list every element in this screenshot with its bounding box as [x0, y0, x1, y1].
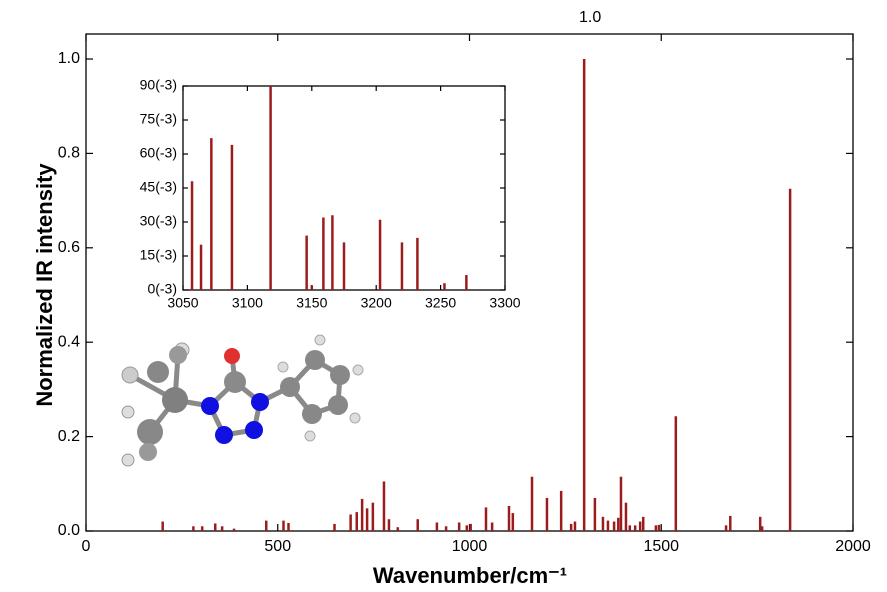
y-tick-label: 1.0 — [58, 50, 80, 67]
y-tick-label: 75(-3) — [140, 111, 177, 127]
x-tick-label: 2000 — [835, 538, 871, 555]
y-tick-label: 30(-3) — [140, 213, 177, 229]
x-tick-label: 3050 — [167, 295, 198, 311]
x-tick-label: 1500 — [643, 538, 679, 555]
y-tick-label: 0.4 — [58, 333, 80, 350]
x-tick-label: 1000 — [452, 538, 488, 555]
y-tick-label: 0.0 — [58, 522, 80, 539]
y-tick-label: 60(-3) — [140, 145, 177, 161]
y-tick-label: 90(-3) — [140, 77, 177, 93]
y-tick-label: 0.6 — [58, 239, 80, 256]
x-tick-label: 3200 — [361, 295, 392, 311]
annotation: 1.0 — [579, 9, 601, 26]
y-tick-label: 15(-3) — [140, 247, 177, 263]
x-axis-label: Wavenumber/cm⁻¹ — [373, 563, 567, 588]
y-tick-label: 0(-3) — [147, 281, 177, 297]
y-axis-label: Normalized IR intensity — [32, 163, 57, 407]
molecule — [122, 335, 363, 466]
x-tick-label: 3300 — [489, 295, 520, 311]
x-tick-label: 3100 — [232, 295, 263, 311]
y-tick-label: 0.2 — [58, 428, 80, 445]
y-tick-label: 45(-3) — [140, 179, 177, 195]
x-tick-label: 3150 — [296, 295, 327, 311]
x-tick-label: 500 — [264, 538, 291, 555]
chart: Normalized IR intensity Wavenumber/cm⁻¹ … — [0, 0, 887, 592]
x-tick-label: 0 — [82, 538, 91, 555]
x-tick-label: 3250 — [425, 295, 456, 311]
y-tick-label: 0.8 — [58, 145, 80, 162]
